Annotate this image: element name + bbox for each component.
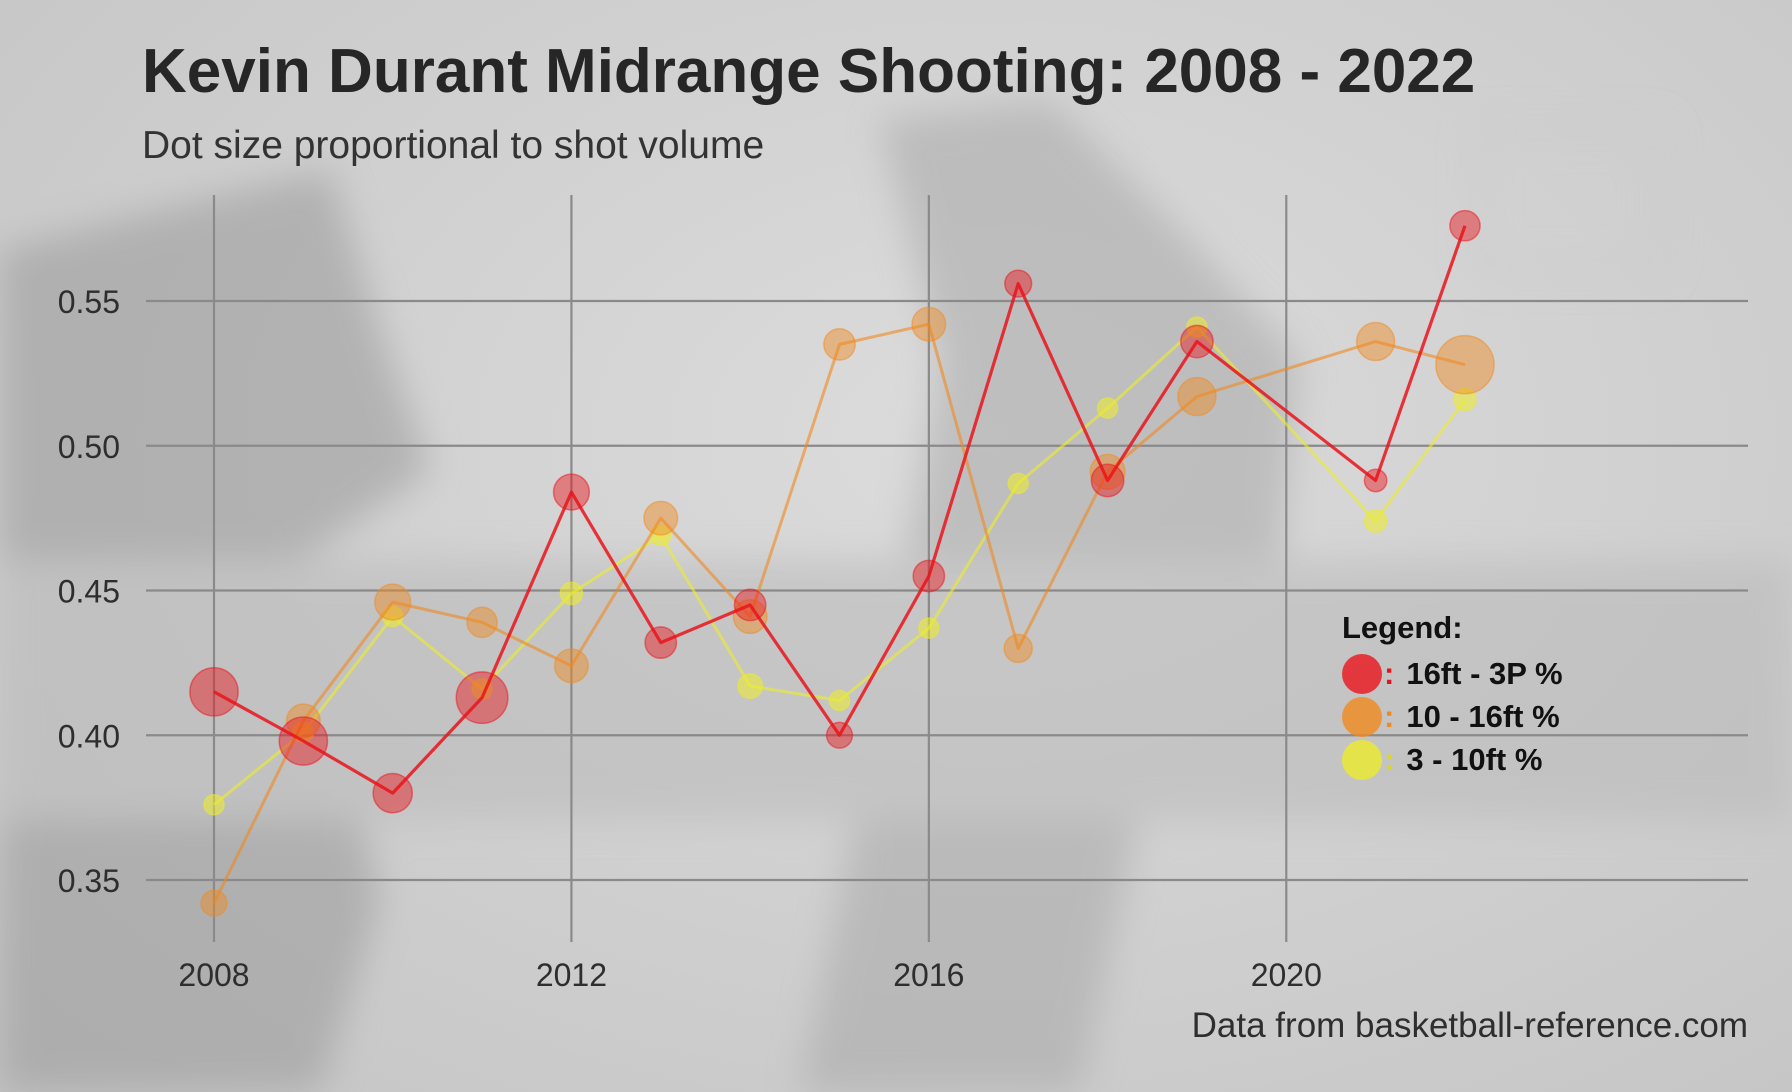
legend-title: Legend: <box>1342 610 1463 645</box>
data-point <box>1003 633 1033 664</box>
x-tick-label: 2012 <box>536 957 607 993</box>
series-line <box>213 225 1467 795</box>
data-point <box>374 583 412 621</box>
y-tick-label: 0.55 <box>58 284 120 320</box>
data-point <box>825 721 854 749</box>
data-point <box>1177 376 1217 417</box>
data-point <box>1363 468 1388 493</box>
legend-colon: : <box>1384 741 1395 777</box>
legend-colon: : <box>1384 655 1395 691</box>
data-point <box>828 689 851 712</box>
data-point <box>912 559 946 593</box>
series-layer <box>189 209 1495 917</box>
caption: Data from basketball-reference.com <box>1191 1006 1748 1045</box>
data-point <box>737 672 764 700</box>
legend-label: 16ft - 3P % <box>1406 655 1563 691</box>
data-point <box>918 617 940 639</box>
data-point <box>1363 509 1388 533</box>
background-crowd <box>0 560 1792 820</box>
x-tick-label: 2008 <box>178 957 249 993</box>
data-point <box>1435 334 1495 395</box>
data-point <box>1449 209 1481 242</box>
series-1 <box>200 306 1495 917</box>
y-tick-label: 0.50 <box>58 429 120 465</box>
data-point <box>1007 472 1030 495</box>
background-backboard <box>1475 125 1665 275</box>
y-tick-label: 0.40 <box>58 718 120 754</box>
data-point <box>200 889 228 917</box>
legend-item-3-10ft: : 3 - 10ft % <box>1342 738 1563 781</box>
data-point <box>1186 316 1208 338</box>
data-point <box>823 327 856 361</box>
legend-label: 3 - 10ft % <box>1406 741 1543 777</box>
legend-swatch <box>1342 739 1382 780</box>
chart-title: Kevin Durant Midrange Shooting: 2008 - 2… <box>142 37 1476 106</box>
data-point <box>1004 269 1033 298</box>
y-tick-label: 0.35 <box>58 863 120 899</box>
chart-subtitle: Dot size proportional to shot volume <box>142 124 765 167</box>
axis-tick-labels: 0.35 0.40 0.45 0.50 0.55 2008 2012 2016 2020 <box>58 284 1322 993</box>
x-tick-label: 2020 <box>1251 957 1322 993</box>
legend-label: 10 - 16ft % <box>1406 698 1560 734</box>
data-point <box>1355 321 1396 362</box>
data-point <box>455 671 509 725</box>
legend-swatch <box>1342 696 1382 737</box>
data-point <box>278 716 329 766</box>
data-point <box>189 666 239 717</box>
legend-colon: : <box>1384 698 1395 734</box>
data-point <box>466 606 498 639</box>
data-point <box>372 772 414 814</box>
legend-item-10-16ft: : 10 - 16ft % <box>1342 695 1563 738</box>
data-point <box>203 793 225 816</box>
legend: Legend: : 16ft - 3P % : 10 - 16ft % : 3 … <box>1342 610 1563 781</box>
legend-item-16ft-3p: : 16ft - 3P % <box>1342 652 1563 695</box>
y-tick-label: 0.45 <box>58 574 120 610</box>
data-point <box>911 306 947 342</box>
series-line <box>213 325 1467 806</box>
data-point <box>285 703 321 739</box>
data-point <box>552 473 591 511</box>
data-point <box>559 581 584 606</box>
data-point <box>733 588 767 622</box>
data-point <box>1090 463 1125 498</box>
series-0 <box>189 209 1481 814</box>
data-point <box>643 500 679 536</box>
grid-lines <box>146 195 1748 942</box>
data-point <box>1096 397 1119 419</box>
data-point <box>644 626 678 660</box>
data-point <box>1179 324 1214 359</box>
x-tick-label: 2016 <box>893 957 964 993</box>
data-point <box>553 648 589 684</box>
legend-swatch <box>1342 653 1382 694</box>
